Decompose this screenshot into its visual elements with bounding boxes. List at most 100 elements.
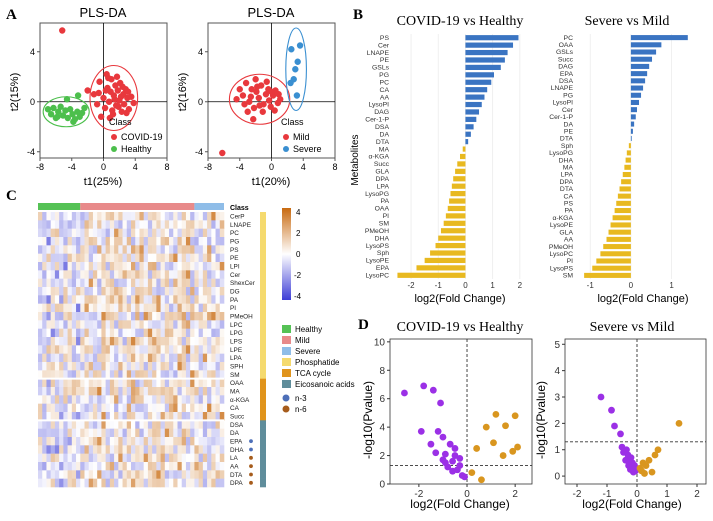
heatmap-cell <box>118 278 123 288</box>
heatmap-cell <box>105 320 111 329</box>
data-point <box>106 114 114 122</box>
heatmap-cell <box>38 253 43 263</box>
heatmap-cell <box>169 353 174 363</box>
heatmap-cell <box>101 220 106 229</box>
heatmap-cell <box>63 420 68 429</box>
heatmap-cell <box>71 412 77 421</box>
heatmap-cell <box>211 237 216 246</box>
heatmap-cell <box>50 228 56 238</box>
bar <box>630 114 636 120</box>
bar <box>612 215 631 221</box>
heatmap-cell <box>122 320 128 329</box>
heatmap-cell <box>63 220 68 229</box>
heatmap-cell <box>156 220 161 229</box>
heatmap-cell <box>76 403 81 413</box>
class-bar-segment <box>260 453 266 463</box>
class-bar-segment <box>260 437 266 446</box>
heatmap-cell <box>118 412 123 421</box>
legend-swatch-phosphatide <box>282 358 291 366</box>
heatmap-cell <box>207 320 212 329</box>
class-bar-segment <box>260 345 266 354</box>
heatmap-cell <box>80 212 85 221</box>
heatmap-cell <box>54 428 60 438</box>
heatmap-cell <box>84 245 90 254</box>
heatmap-cell <box>156 312 161 321</box>
heatmap-cell <box>156 370 161 379</box>
heatmap-cell <box>76 453 81 463</box>
heatmap-cell <box>147 262 153 271</box>
heatmap-cell <box>97 320 102 329</box>
heatmap-cell <box>63 245 68 254</box>
heatmap-cell <box>50 445 56 454</box>
heatmap-cell <box>88 287 94 296</box>
heatmap-cell <box>131 470 136 479</box>
heatmap-cell <box>185 345 191 354</box>
heatmap-cell <box>219 278 225 288</box>
category-label: LysoPE <box>550 222 574 229</box>
heatmap-cell <box>190 312 195 321</box>
heatmap-cell <box>126 478 132 488</box>
heatmap-cell <box>185 412 191 421</box>
data-point <box>427 440 435 448</box>
data-point <box>622 456 629 464</box>
category-label: GLA <box>559 229 573 236</box>
heatmap-cell <box>173 337 178 346</box>
heatmap-cell <box>46 303 51 313</box>
category-label: Succ <box>374 161 390 168</box>
heatmap-cell <box>92 345 98 354</box>
heatmap-cell <box>169 320 174 329</box>
class-bar-segment <box>260 387 266 396</box>
heatmap-cell <box>59 220 64 229</box>
heatmap-cell <box>147 453 153 463</box>
heatmap-cell <box>219 312 225 321</box>
heatmap-cell <box>173 270 178 279</box>
heatmap-cell <box>76 320 81 329</box>
category-label: LPA <box>561 172 574 179</box>
heatmap-cell <box>54 387 60 396</box>
heatmap-cell <box>160 345 166 354</box>
heatmap-cell <box>63 212 68 221</box>
heatmap-cell <box>46 378 51 388</box>
heatmap-cell <box>194 395 199 404</box>
heatmap-cell <box>181 303 187 313</box>
data-point <box>446 440 454 448</box>
heatmap-cell <box>101 278 106 288</box>
heatmap-cell <box>63 228 68 238</box>
heatmap-cell <box>122 470 128 479</box>
heatmap-cell <box>164 453 170 463</box>
heatmap-cell <box>126 278 132 288</box>
heatmap-cell <box>105 228 111 238</box>
heatmap-cell <box>152 228 157 238</box>
heatmap-cell <box>97 395 102 404</box>
heatmap-cell <box>177 353 183 363</box>
heatmap-cell <box>152 445 157 454</box>
heatmap-cell <box>97 237 102 246</box>
bar <box>465 109 480 115</box>
heatmap-cell <box>173 328 178 338</box>
heatmap-cell <box>152 270 157 279</box>
data-point <box>288 46 295 53</box>
category-label: DPA <box>560 179 574 186</box>
heatmap-cell <box>59 270 64 279</box>
heatmap-cell <box>185 328 191 338</box>
heatmap-cell <box>190 420 195 429</box>
heatmap-cell <box>50 403 56 413</box>
heatmap-cell <box>202 345 208 354</box>
heatmap-cell <box>219 462 225 471</box>
heatmap-cell <box>173 462 178 471</box>
heatmap-cell <box>46 387 51 396</box>
category-label: SM <box>379 221 390 228</box>
heatmap-cell <box>38 312 43 321</box>
heatmap-cell <box>50 470 56 479</box>
heatmap-cell <box>181 403 187 413</box>
heatmap-cell <box>211 470 216 479</box>
heatmap-cell <box>50 395 56 404</box>
data-point <box>654 446 662 454</box>
row-label: α-KGA <box>230 397 250 404</box>
heatmap-cell <box>135 462 140 471</box>
heatmap-cell <box>185 378 191 388</box>
heatmap-cell <box>92 437 98 446</box>
heatmap-cell <box>42 262 47 271</box>
heatmap-cell <box>50 287 56 296</box>
heatmap-cell <box>198 362 204 371</box>
